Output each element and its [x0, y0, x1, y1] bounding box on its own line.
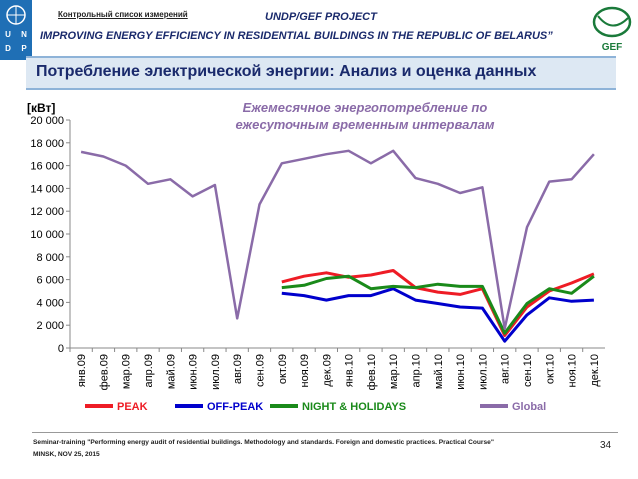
x-tick-label: ноя.09	[299, 354, 311, 387]
footer-seminar: Seminar-training "Performing energy audi…	[33, 439, 494, 446]
consumption-chart: 0 2 000 4 000 6 000 8 000 10 000 12 000 14 000 1…	[27, 100, 605, 413]
chart-title-line1: Ежемесячное энергопотребление по	[243, 100, 488, 115]
x-tick-label: янв.10	[344, 354, 356, 387]
legend-label-global: Global	[512, 401, 546, 413]
x-tick-label: апр.09	[143, 354, 155, 387]
x-tick-label: сен.10	[522, 354, 534, 387]
undp-letter-p: P	[21, 44, 27, 53]
x-tick-label: июл.10	[477, 354, 489, 390]
series-line-offpeak	[281, 287, 594, 343]
chart-title-line2: ежесуточным временным интервалам	[235, 117, 494, 132]
project-title: UNDP/GEF PROJECT	[265, 11, 377, 23]
title-banner: Потребление электрической энергии: Анали…	[26, 56, 616, 90]
footer-location: MINSK, NOV 25, 2015	[33, 451, 100, 458]
x-tick-label: окт.09	[277, 354, 289, 384]
series-line-global	[80, 149, 595, 330]
checklist-link[interactable]: Контрольный список измерений	[58, 10, 188, 19]
undp-letter-u: U	[5, 30, 11, 39]
undp-letter-d: D	[5, 44, 11, 53]
gef-logo-icon: GEF	[592, 6, 632, 53]
x-tick-label: июл.09	[210, 354, 222, 390]
page-number: 34	[600, 440, 612, 451]
page-title: Потребление электрической энергии: Анали…	[36, 63, 537, 80]
x-tick-label: дек.09	[321, 354, 333, 387]
y-tick-label: 0	[58, 343, 64, 355]
y-tick-label: 20 000	[30, 115, 64, 127]
x-tick-label: апр.10	[411, 354, 423, 387]
project-subtitle: IMPROVING ENERGY EFFICIENCY IN RESIDENTI…	[40, 30, 553, 42]
x-tick-label: мар.09	[121, 354, 133, 389]
y-axis-label: [кВт]	[27, 101, 55, 115]
y-tick-label: 6 000	[36, 275, 64, 287]
legend-label-night: NIGHT & HOLIDAYS	[302, 401, 406, 413]
x-tick-label: сен.09	[254, 354, 266, 387]
y-tick-label: 10 000	[30, 229, 64, 241]
x-tick-label: мар.10	[388, 354, 400, 389]
x-tick-label: янв.09	[76, 354, 88, 387]
series-line-peak	[281, 269, 595, 337]
x-tick-label: май.10	[433, 354, 445, 389]
y-tick-label: 4 000	[36, 297, 64, 309]
undp-letter-n: N	[21, 30, 27, 39]
gef-label: GEF	[602, 42, 623, 53]
x-tick-label: ноя.10	[567, 354, 579, 387]
y-tick-label: 12 000	[30, 206, 64, 218]
y-tick-label: 2 000	[36, 320, 64, 332]
series-line-night	[281, 274, 595, 335]
footer-divider	[32, 432, 618, 433]
legend-label-peak: PEAK	[117, 401, 148, 413]
y-tick-label: 16 000	[30, 161, 64, 173]
un-emblem-icon	[6, 5, 26, 25]
x-tick-label: фев.09	[98, 354, 110, 390]
x-tick-label: дек.10	[589, 354, 601, 387]
undp-logo: U N D P	[0, 0, 32, 60]
x-tick-label: окт.10	[544, 354, 556, 384]
x-tick-label: июн.09	[188, 354, 200, 390]
x-tick-label: авг.10	[500, 354, 512, 384]
x-tick-label: май.09	[165, 354, 177, 389]
y-tick-label: 8 000	[36, 252, 64, 264]
legend-label-offpeak: OFF-PEAK	[207, 401, 263, 413]
x-tick-label: авг.09	[232, 354, 244, 384]
y-tick-label: 18 000	[30, 138, 64, 150]
x-tick-label: июн.10	[455, 354, 467, 390]
y-tick-label: 14 000	[30, 183, 64, 195]
x-tick-label: фев.10	[366, 354, 378, 390]
